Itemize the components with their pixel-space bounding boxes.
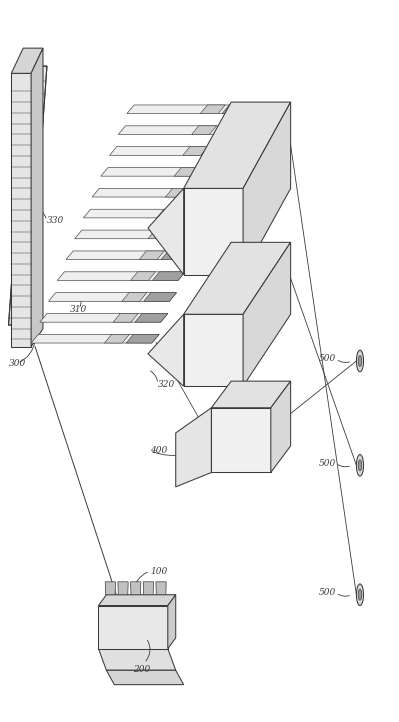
Polygon shape [130,271,156,280]
Polygon shape [187,188,220,197]
Ellipse shape [358,460,362,471]
Polygon shape [161,251,194,260]
Polygon shape [148,314,184,386]
Text: 330: 330 [47,217,64,225]
Polygon shape [211,408,271,472]
Ellipse shape [356,350,363,372]
Polygon shape [118,126,246,134]
Polygon shape [243,243,290,386]
Polygon shape [57,271,185,280]
Polygon shape [222,105,255,113]
Text: 500: 500 [318,355,336,363]
Polygon shape [99,595,176,606]
Polygon shape [152,271,185,280]
Polygon shape [31,334,159,343]
Polygon shape [184,314,243,386]
Polygon shape [178,209,211,218]
Polygon shape [184,243,290,314]
Polygon shape [156,582,166,595]
Polygon shape [211,381,290,408]
Polygon shape [168,595,176,648]
Polygon shape [126,334,159,343]
Polygon shape [243,102,290,274]
Polygon shape [135,313,168,322]
Polygon shape [118,582,128,595]
Polygon shape [144,292,176,301]
Polygon shape [75,230,203,239]
Polygon shape [99,606,168,648]
Ellipse shape [356,454,363,476]
Polygon shape [148,230,173,239]
Polygon shape [174,168,199,176]
Polygon shape [127,105,255,113]
Polygon shape [170,230,203,239]
Polygon shape [99,648,176,670]
Polygon shape [92,188,220,197]
Ellipse shape [358,589,362,600]
Polygon shape [49,292,176,301]
Ellipse shape [358,356,362,366]
Polygon shape [139,251,164,260]
Text: 320: 320 [158,380,175,388]
Polygon shape [122,292,147,301]
Polygon shape [11,74,31,347]
Polygon shape [113,313,138,322]
Polygon shape [66,251,194,260]
Polygon shape [148,188,184,274]
Ellipse shape [356,584,363,606]
Polygon shape [105,334,129,343]
Polygon shape [205,147,237,155]
Text: 400: 400 [150,446,167,456]
Polygon shape [213,126,246,134]
Polygon shape [196,168,229,176]
Polygon shape [183,147,208,155]
Polygon shape [40,313,168,322]
Polygon shape [192,126,217,134]
Polygon shape [110,147,237,155]
Polygon shape [105,582,115,595]
Polygon shape [184,188,243,274]
Polygon shape [11,48,43,74]
Text: 400: 400 [150,352,167,360]
Polygon shape [166,188,190,197]
Polygon shape [83,209,211,218]
Text: 310: 310 [70,305,87,314]
Polygon shape [271,381,290,472]
Text: 200: 200 [133,665,151,674]
Text: 500: 500 [318,458,336,468]
Text: 500: 500 [318,588,336,597]
Polygon shape [107,670,184,684]
Text: 400: 400 [150,227,167,236]
Polygon shape [184,102,290,188]
Polygon shape [143,582,154,595]
Polygon shape [8,66,47,325]
Polygon shape [200,105,225,113]
Text: 100: 100 [150,567,167,575]
Polygon shape [157,209,182,218]
Polygon shape [130,582,141,595]
Polygon shape [101,168,229,176]
Polygon shape [31,48,43,347]
Text: 300: 300 [9,359,26,367]
Polygon shape [176,408,211,487]
